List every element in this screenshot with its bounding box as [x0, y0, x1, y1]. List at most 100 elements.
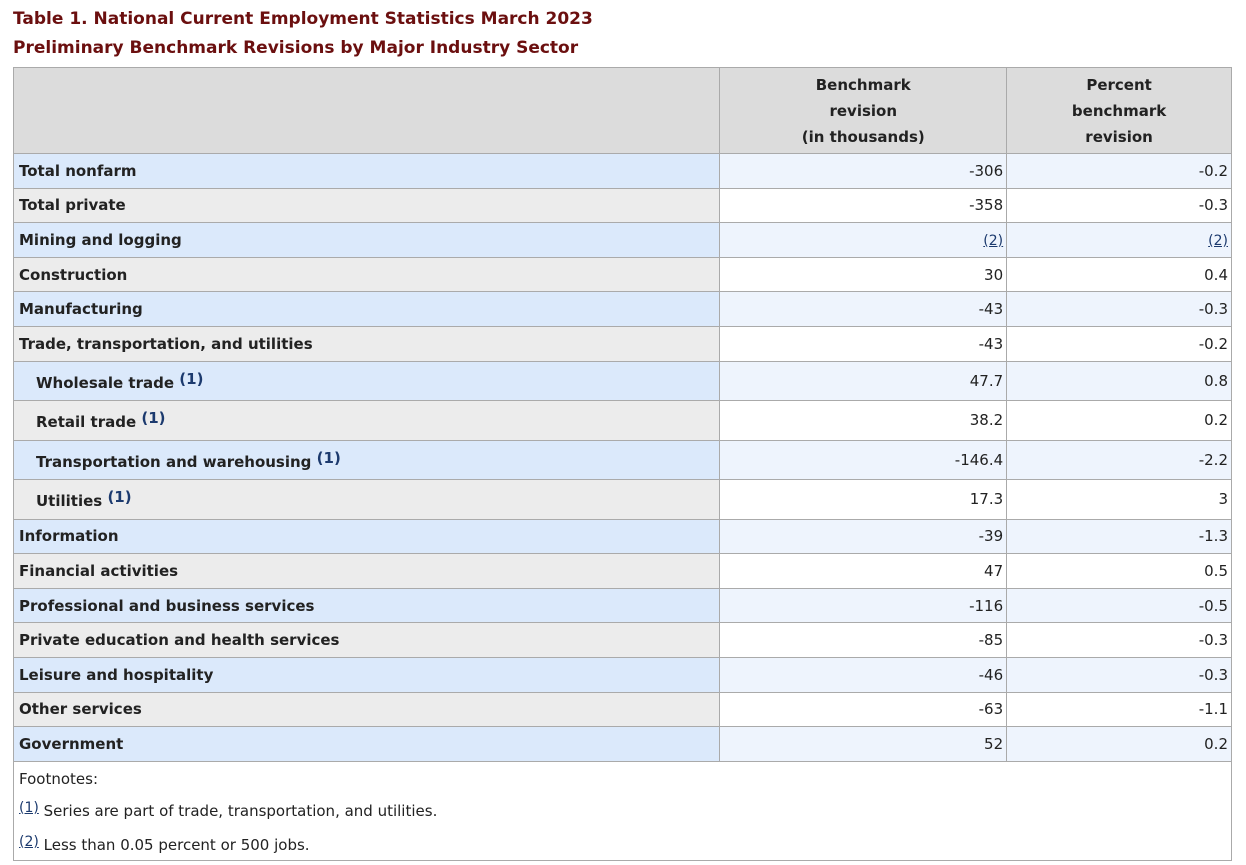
- row-label-text: Wholesale trade: [36, 373, 175, 392]
- footnote-ref[interactable]: (1): [19, 800, 39, 816]
- table-row: Information -39 -1.3: [12, 518, 1232, 555]
- header-blank: [12, 67, 721, 154]
- footnote-marker: (1): [316, 448, 341, 467]
- value: 0.4: [1204, 265, 1228, 284]
- header-line: benchmark: [1071, 101, 1167, 120]
- table-row: Private education and health services -85…: [12, 622, 1232, 658]
- value-cell: -39: [719, 518, 1008, 555]
- header-row: Benchmark revision (in thousands) Percent be…: [12, 67, 1232, 154]
- value-cell: -306: [719, 153, 1008, 189]
- value-cell: 52: [719, 726, 1008, 762]
- row-label-text: Other services: [19, 700, 142, 719]
- footnote-marker: (1): [107, 488, 132, 507]
- row-label-text: Professional and business services: [19, 596, 315, 615]
- row-label: Financial activities: [12, 553, 721, 589]
- row-label-text: Manufacturing: [19, 300, 143, 319]
- row-label-text: Transportation and warehousing: [36, 452, 312, 471]
- value-cell: -0.2: [1006, 325, 1232, 362]
- value: -0.2: [1198, 334, 1228, 353]
- value: 38.2: [969, 411, 1004, 430]
- value: -43: [978, 300, 1004, 319]
- value-cell: 47.7: [719, 360, 1008, 402]
- row-label: Total private: [12, 187, 721, 224]
- row-label-text: Private education and health services: [19, 631, 340, 650]
- row-label: Manufacturing: [12, 291, 721, 327]
- footnote-ref[interactable]: (2): [19, 834, 39, 850]
- table-row: Wholesale trade (1) 47.7 0.8: [12, 360, 1232, 402]
- row-label-text: Government: [19, 734, 124, 753]
- value: -0.3: [1198, 300, 1228, 319]
- value-cell: 0.8: [1006, 360, 1232, 402]
- table-row: Leisure and hospitality -46 -0.3: [12, 656, 1232, 693]
- value-cell: -1.1: [1006, 691, 1232, 728]
- table-subtitle: Preliminary Benchmark Revisions by Major…: [13, 38, 579, 58]
- value: -46: [978, 665, 1004, 684]
- value-cell: -0.5: [1006, 587, 1232, 624]
- table-row: Professional and business services -116 -0…: [12, 587, 1232, 624]
- value: -1.1: [1198, 700, 1228, 719]
- value: -63: [978, 700, 1004, 719]
- row-label: Total nonfarm: [12, 153, 721, 189]
- value: -0.5: [1198, 596, 1228, 615]
- value-cell: -358: [719, 187, 1008, 224]
- row-label: Wholesale trade (1): [12, 360, 721, 402]
- row-label: Information: [12, 518, 721, 555]
- row-label: Construction: [12, 256, 721, 293]
- value-cell: 0.2: [1006, 726, 1232, 762]
- value-cell: 30: [719, 256, 1008, 293]
- table-row: Government 52 0.2: [12, 726, 1232, 762]
- row-label: Leisure and hospitality: [12, 656, 721, 693]
- value-cell: 0.4: [1006, 256, 1232, 293]
- value: -39: [978, 527, 1004, 546]
- table-row: Transportation and warehousing (1) -146.4…: [12, 439, 1232, 481]
- header-line: Percent: [1086, 75, 1152, 94]
- footnote-marker: (1): [179, 369, 204, 388]
- value: 0.2: [1204, 411, 1228, 430]
- row-label: Utilities (1): [12, 479, 721, 520]
- value-cell: -0.3: [1006, 291, 1232, 327]
- value-cell: 3: [1006, 479, 1232, 520]
- value-cell: 0.2: [1006, 400, 1232, 441]
- value-cell: -43: [719, 325, 1008, 362]
- footnote-link[interactable]: (2): [1208, 232, 1228, 249]
- row-label-text: Construction: [19, 265, 128, 284]
- row-label-text: Information: [19, 527, 119, 546]
- table-body: Total nonfarm -306 -0.2 Total private -358 -0…: [12, 153, 1232, 762]
- header-line: revision: [829, 101, 898, 120]
- footnotes-label: Footnotes:: [19, 770, 98, 788]
- header-line: revision: [1085, 127, 1153, 146]
- value-cell: -116: [719, 587, 1008, 624]
- value: 0.8: [1204, 371, 1228, 390]
- value: 3: [1218, 490, 1228, 509]
- footnote: (1) Series are part of trade, transporta…: [19, 793, 1226, 827]
- row-label-text: Total nonfarm: [19, 161, 137, 180]
- row-label: Government: [12, 726, 721, 762]
- table-row: Manufacturing -43 -0.3: [12, 291, 1232, 327]
- table-row: Retail trade (1) 38.2 0.2: [12, 400, 1232, 441]
- table-row: Utilities (1) 17.3 3: [12, 479, 1232, 520]
- value: -85: [978, 631, 1004, 650]
- table-row: Total private -358 -0.3: [12, 187, 1232, 224]
- table-row: Total nonfarm -306 -0.2: [12, 153, 1232, 189]
- row-label: Professional and business services: [12, 587, 721, 624]
- row-label-text: Leisure and hospitality: [19, 665, 214, 684]
- value-cell: -0.2: [1006, 153, 1232, 189]
- row-label: Private education and health services: [12, 622, 721, 658]
- row-label-text: Utilities: [36, 492, 103, 511]
- value-cell: -85: [719, 622, 1008, 658]
- table-row: Financial activities 47 0.5: [12, 553, 1232, 589]
- footnote-text: Series are part of trade, transportation…: [43, 802, 438, 820]
- footnote-link[interactable]: (2): [983, 232, 1004, 249]
- value-cell: -2.2: [1006, 439, 1232, 481]
- value: -146.4: [954, 450, 1004, 469]
- value: 30: [984, 265, 1004, 284]
- value-cell: -46: [719, 656, 1008, 693]
- value: 17.3: [969, 490, 1004, 509]
- header-line: Benchmark: [815, 75, 911, 94]
- table-row: Construction 30 0.4: [12, 256, 1232, 293]
- footnote-text: Less than 0.05 percent or 500 jobs.: [43, 836, 310, 854]
- row-label-text: Retail trade: [36, 413, 137, 432]
- value-cell: 38.2: [719, 400, 1008, 441]
- value: 47: [984, 561, 1004, 580]
